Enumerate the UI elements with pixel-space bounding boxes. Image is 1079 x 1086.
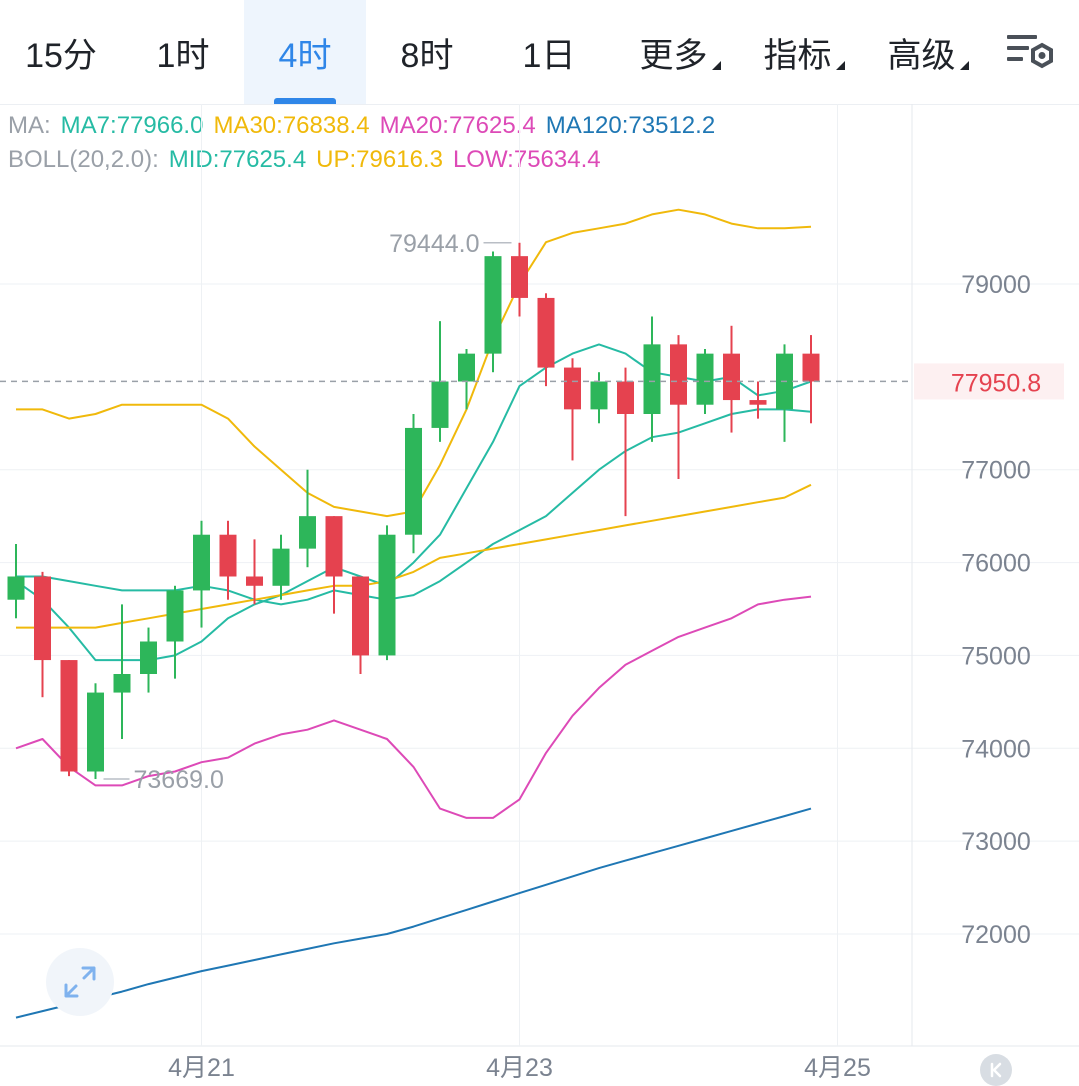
min-price-annotation: 73669.0 (134, 766, 224, 794)
candle-body (113, 673, 131, 693)
tab-label: 高级 (887, 36, 956, 75)
candle-body (511, 256, 528, 298)
y-tick-label: 72000 (961, 921, 1031, 949)
candle-body (458, 353, 475, 382)
chart-settings-icon (1007, 35, 1053, 69)
chart-settings-button[interactable] (1000, 0, 1060, 104)
tab-label: 更多 (639, 36, 708, 75)
candle-body (537, 297, 555, 368)
y-tick-label: 79000 (961, 271, 1031, 299)
x-tick-label: 4月23 (486, 1054, 553, 1082)
y-tick-label: 76000 (961, 550, 1031, 578)
y-tick-label: 77000 (961, 457, 1031, 485)
active-tab-indicator (274, 98, 336, 104)
expand-arrows-icon (64, 966, 96, 998)
legend-ma30: MA30:76838.4 (213, 112, 370, 139)
candle-body (325, 516, 343, 577)
timeframe-tab-bar: 15分 1时 4时 8时 1日 更多 指标 高级 (0, 0, 1079, 105)
candle-body (617, 381, 634, 414)
candle-body (378, 534, 396, 656)
tab-label: 指标 (763, 36, 832, 75)
tab-4hour[interactable]: 4时 (244, 0, 366, 104)
candle-body (166, 590, 184, 642)
series-line-ma120 (15, 807, 812, 1019)
candle-body (590, 381, 608, 410)
candle-body (87, 692, 104, 772)
candle-body (643, 344, 661, 414)
max-price-annotation: 79444.0 (389, 230, 479, 258)
legend-ma120: MA120:73512.2 (545, 112, 716, 139)
candle-body (696, 353, 714, 405)
dropdown-triangle-icon (711, 60, 721, 70)
tab-1day[interactable]: 1日 (488, 0, 610, 104)
candle-body (352, 576, 369, 656)
tab-8hour[interactable]: 8时 (366, 0, 488, 104)
candle-body (564, 367, 581, 410)
current-price-label: 77950.8 (951, 369, 1041, 397)
tab-1hour[interactable]: 1时 (122, 0, 244, 104)
candle-body (60, 660, 78, 772)
expand-chart-button[interactable] (46, 948, 114, 1016)
series-line-boll-low (15, 595, 812, 819)
candle-body (193, 534, 210, 591)
y-tick-label: 75000 (961, 642, 1031, 670)
candle-body (246, 576, 263, 586)
current-price-badge (914, 363, 1064, 400)
y-tick-label: 73000 (961, 828, 1031, 856)
candle-body (749, 400, 767, 405)
dropdown-triangle-icon (835, 60, 845, 70)
x-tick-label: 4月25 (804, 1054, 871, 1082)
candle-body (802, 353, 820, 382)
candle-body (670, 344, 687, 405)
ma-legend-prefix: MA: (8, 112, 51, 139)
boll-legend-prefix: BOLL(20,2.0): (8, 146, 159, 173)
y-tick-label: 74000 (961, 735, 1031, 763)
collapse-chevron-icon (990, 1062, 1002, 1078)
tab-advanced[interactable]: 高级 (868, 0, 988, 104)
dropdown-triangle-icon (959, 60, 969, 70)
legend-boll-mid: MID:77625.4 (168, 146, 307, 173)
candle-body (219, 534, 237, 577)
candle-body (299, 516, 316, 549)
candle-body (431, 381, 449, 428)
tab-15min[interactable]: 15分 (0, 0, 122, 104)
tab-indicators[interactable]: 指标 (744, 0, 864, 104)
x-tick-label: 4月21 (168, 1054, 235, 1082)
tab-label: 4时 (278, 36, 332, 75)
legend-ma7: MA7:77966.0 (60, 112, 204, 139)
candle-body (7, 576, 25, 600)
candle-body (34, 576, 51, 661)
candle-body (405, 427, 422, 535)
tab-label: 15分 (25, 36, 97, 75)
candle-body (484, 256, 502, 354)
tab-label: 1时 (156, 36, 210, 75)
collapse-chart-button[interactable] (980, 1054, 1012, 1086)
candle-body (140, 641, 157, 674)
tab-more[interactable]: 更多 (620, 0, 740, 104)
legend-ma20: MA20:77625.4 (379, 112, 536, 139)
candle-body (723, 353, 740, 401)
legend-boll-low: LOW:75634.4 (452, 146, 601, 173)
series-line-ma30 (16, 483, 812, 629)
tab-label: 8时 (400, 36, 454, 75)
ma-legend: MA: MA7:77966.0 MA30:76838.4 MA20:77625.4 MA… (8, 112, 725, 140)
tab-label: 1日 (522, 36, 576, 75)
legend-boll-up: UP:79616.3 (316, 146, 443, 173)
boll-legend: BOLL(20,2.0): MID:77625.4 UP:79616.3 LOW:75… (8, 146, 611, 174)
candle-body (272, 548, 290, 586)
